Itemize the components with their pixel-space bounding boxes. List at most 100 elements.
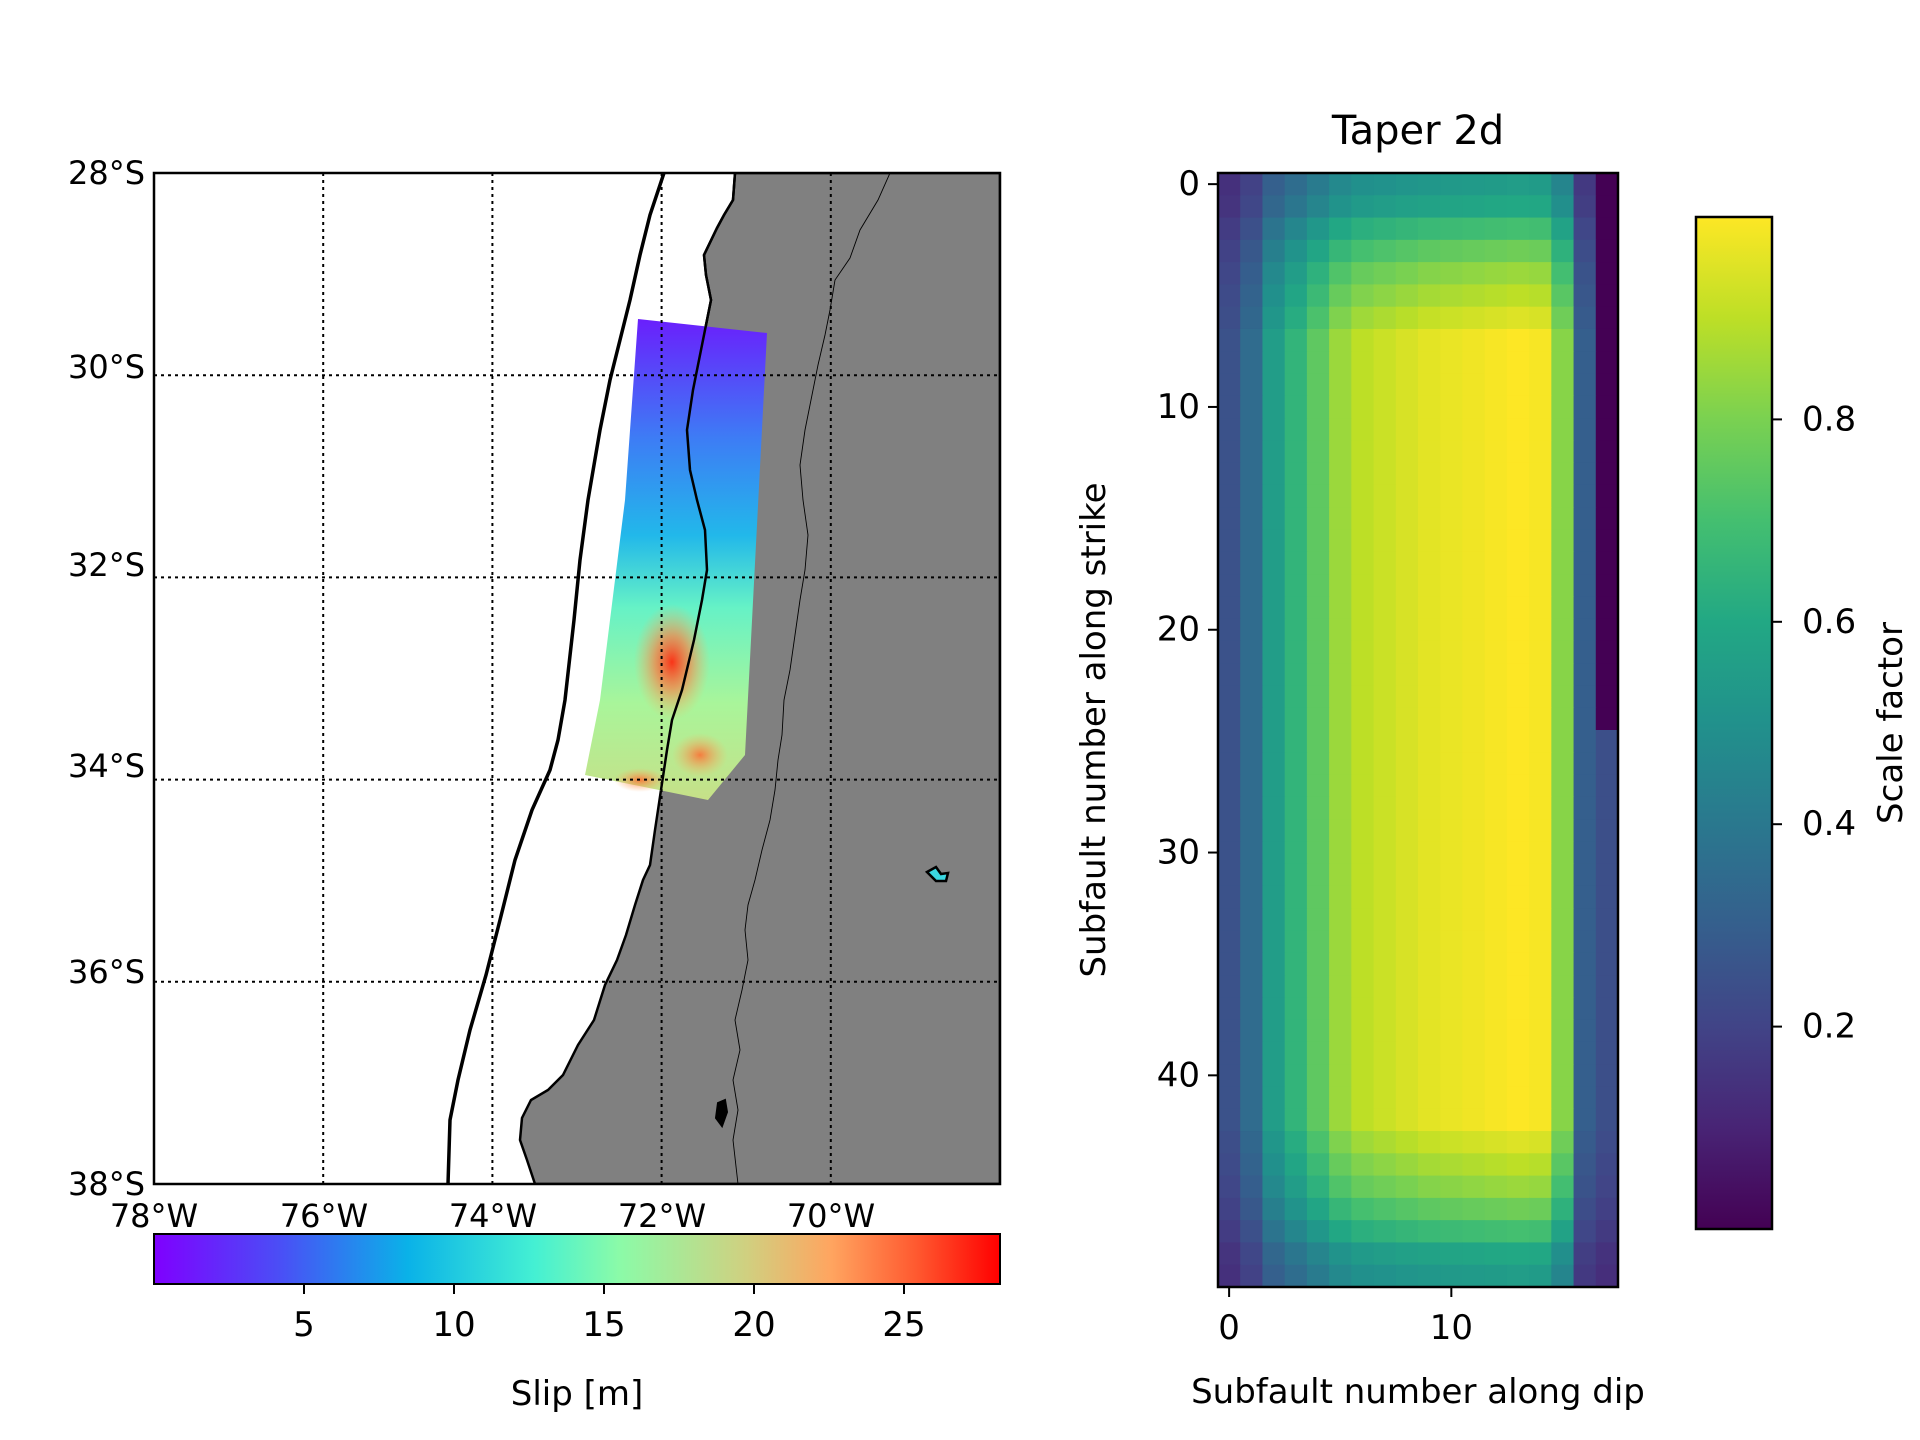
- taper-cell: [1418, 1108, 1441, 1132]
- taper-cell: [1462, 484, 1486, 508]
- taper-cell: [1373, 418, 1397, 441]
- taper-cell: [1240, 863, 1264, 887]
- taper-cell: [1395, 952, 1419, 976]
- taper-cell: [1284, 484, 1308, 508]
- taper-cell: [1506, 173, 1530, 196]
- taper-cell: [1484, 195, 1508, 219]
- taper-cell: [1262, 440, 1286, 464]
- taper-cell: [1284, 930, 1308, 954]
- taper-cell: [1306, 195, 1330, 219]
- taper-cell: [1573, 1197, 1597, 1221]
- taper-cell: [1329, 618, 1352, 642]
- taper-cell: [1529, 819, 1552, 842]
- taper-cell: [1418, 618, 1441, 642]
- slip-colorbar-bar: [153, 1233, 1001, 1285]
- taper-cell: [1218, 1108, 1241, 1132]
- taper-cell: [1395, 1019, 1419, 1043]
- taper-cell: [1306, 1064, 1330, 1088]
- taper-cell: [1284, 774, 1308, 798]
- taper-cell: [1284, 997, 1308, 1021]
- taper-cell: [1440, 1086, 1464, 1110]
- taper-cell: [1373, 484, 1397, 508]
- taper-cell: [1306, 1197, 1330, 1221]
- taper-cell: [1373, 239, 1397, 263]
- taper-cell: [1529, 574, 1552, 597]
- taper-cell: [1373, 685, 1397, 709]
- taper-cell: [1218, 707, 1241, 731]
- taper-cell: [1551, 574, 1575, 597]
- taper-cell: [1595, 596, 1619, 620]
- taper-cell: [1373, 373, 1397, 397]
- taper-cell: [1240, 997, 1264, 1021]
- taper-cell: [1284, 262, 1308, 285]
- lat-tick-label: 28°S: [68, 154, 145, 192]
- taper-cell: [1573, 1175, 1597, 1199]
- taper-cell: [1595, 195, 1619, 219]
- taper-cell: [1418, 1019, 1441, 1043]
- taper-xlabel: Subfault number along dip: [1191, 1372, 1645, 1412]
- taper-cell: [1529, 418, 1552, 441]
- taper-cell: [1218, 1086, 1241, 1110]
- taper-cell: [1284, 1175, 1308, 1199]
- taper-cell: [1573, 1153, 1597, 1177]
- taper-cell: [1506, 863, 1530, 887]
- taper-cell: [1395, 1131, 1419, 1154]
- scale-colorbar-label: Scale factor: [1871, 622, 1911, 824]
- taper-cell: [1551, 930, 1575, 954]
- taper-cell: [1262, 1086, 1286, 1110]
- taper-cell: [1595, 707, 1619, 731]
- taper-cell: [1284, 952, 1308, 976]
- taper-cell: [1351, 1019, 1375, 1043]
- taper-cell: [1284, 529, 1308, 553]
- taper-cell: [1351, 1064, 1375, 1088]
- taper-axis-ticks: 0 10 20 30 40 0 10: [1157, 164, 1473, 1348]
- taper-cell: [1573, 618, 1597, 642]
- taper-cell: [1284, 195, 1308, 219]
- taper-cell: [1395, 418, 1419, 441]
- taper-cell: [1373, 1242, 1397, 1266]
- taper-cell: [1484, 1041, 1508, 1065]
- taper-cell: [1573, 395, 1597, 419]
- taper-cell: [1440, 908, 1464, 932]
- taper-cell: [1395, 1041, 1419, 1065]
- taper-cell: [1240, 796, 1264, 820]
- taper-cell: [1351, 1131, 1375, 1154]
- taper-cell: [1506, 908, 1530, 932]
- taper-cell: [1329, 306, 1352, 330]
- taper-cell: [1440, 1131, 1464, 1154]
- taper-cell: [1351, 529, 1375, 553]
- taper-cell: [1351, 574, 1375, 597]
- taper-cell: [1418, 1175, 1441, 1199]
- taper-cell: [1373, 217, 1397, 241]
- coastline: [659, 173, 737, 791]
- taper-cell: [1240, 395, 1264, 419]
- taper-cell: [1462, 239, 1486, 263]
- taper-cell: [1218, 551, 1241, 575]
- taper-cell: [1240, 574, 1264, 597]
- taper-cell: [1329, 507, 1352, 531]
- taper-cell: [1329, 774, 1352, 798]
- taper-cell: [1395, 529, 1419, 553]
- taper-cell: [1240, 841, 1264, 865]
- taper-cell: [1529, 462, 1552, 486]
- taper-cell: [1306, 262, 1330, 285]
- lat-tick-label: 36°S: [68, 953, 145, 991]
- taper-cell: [1373, 1131, 1397, 1154]
- taper-cell: [1506, 351, 1530, 375]
- taper-cell: [1262, 730, 1286, 753]
- taper-cell: [1262, 975, 1286, 998]
- taper-cell: [1306, 885, 1330, 909]
- taper-cell: [1484, 1264, 1508, 1288]
- taper-cell: [1551, 952, 1575, 976]
- taper-cell: [1395, 997, 1419, 1021]
- taper-cell: [1306, 574, 1330, 597]
- taper-cell: [1284, 239, 1308, 263]
- taper-cell: [1595, 1197, 1619, 1221]
- taper-cell: [1373, 997, 1397, 1021]
- taper-cell: [1595, 529, 1619, 553]
- taper-cell: [1351, 1041, 1375, 1065]
- taper-cell: [1351, 173, 1375, 196]
- taper-cell: [1484, 930, 1508, 954]
- taper-cell: [1506, 529, 1530, 553]
- taper-cell: [1529, 328, 1552, 352]
